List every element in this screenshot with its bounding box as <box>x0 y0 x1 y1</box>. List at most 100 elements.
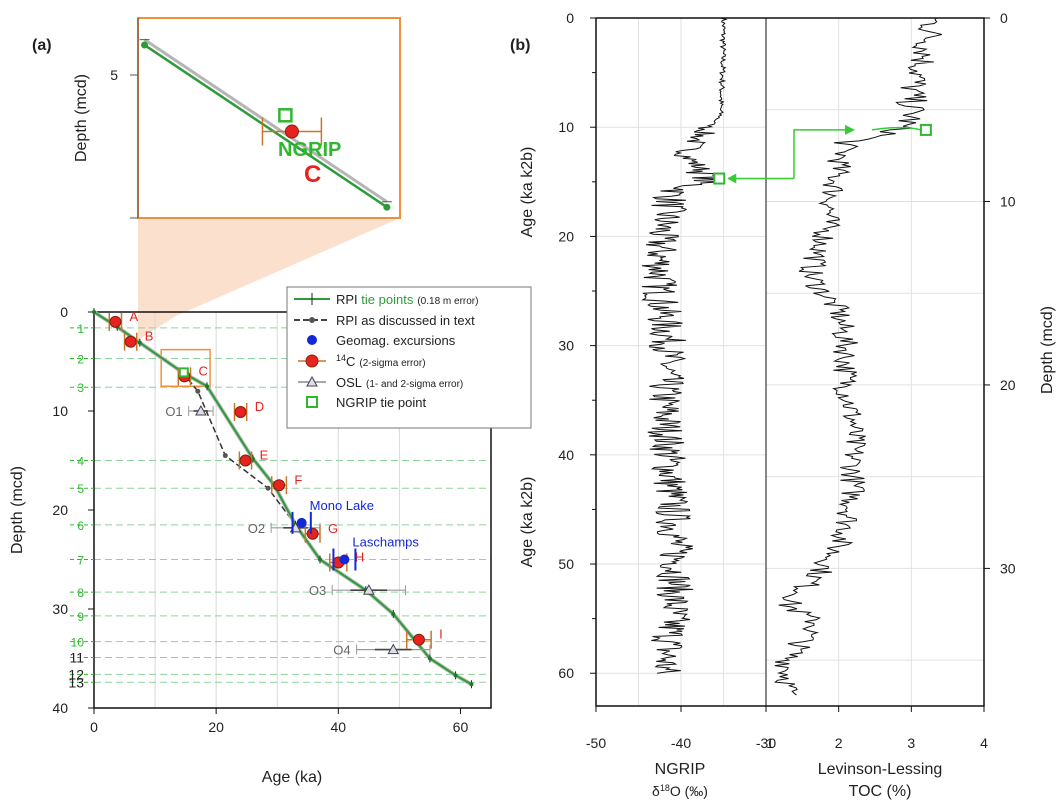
panel-b-frame <box>595 17 985 707</box>
x-tick-label: 40 <box>331 719 347 735</box>
toc-x-tick-label: 2 <box>835 735 843 751</box>
tie-level-label: 10 <box>71 636 85 650</box>
toc-y-label: Depth (mcd) <box>1039 306 1056 394</box>
y-tick-label: 0 <box>60 304 68 320</box>
inset-c-label: C <box>304 161 321 188</box>
y-tick-label: 10 <box>52 403 68 419</box>
legend-c14-main: C <box>346 354 355 369</box>
tie-level-label: 13 <box>68 674 84 690</box>
ngrip-y-tick-label: 20 <box>558 228 574 244</box>
osl-point <box>362 584 375 595</box>
c14-point <box>124 335 137 348</box>
ngrip-x-tick-label: -40 <box>671 735 691 751</box>
rpi-tie-point <box>204 384 209 389</box>
zoom-connector <box>138 218 400 340</box>
y-tick-label: 30 <box>52 601 68 617</box>
legend-dashed-dot <box>309 317 315 323</box>
osl-label: O3 <box>309 583 326 598</box>
geomag-point <box>339 554 350 565</box>
c14-label: B <box>145 329 154 344</box>
ngrip-y-label-lower: Age (ka k2b) <box>519 477 536 568</box>
inset-y-tick-label: 5 <box>110 67 118 83</box>
x-tick-label: 0 <box>90 719 98 735</box>
age-depth-marks: O1 O2 O3 O4 AB C D E F G H I Mono Lake Laschamps <box>92 308 474 689</box>
legend: RPI tie points (0.18 m error) RPI as disc… <box>286 286 532 429</box>
ngrip-d18o-line <box>641 17 728 674</box>
rpi-discussed-point <box>265 485 271 491</box>
ngrip-y-tick-label: 40 <box>558 447 574 463</box>
tie-arrow-tail <box>871 126 921 131</box>
tie-arrow-left <box>727 173 737 184</box>
age-depth-x-label: Age (ka) <box>262 769 322 786</box>
c14-label: E <box>260 448 269 463</box>
c14-label: C <box>199 363 208 378</box>
c14-point <box>239 454 252 467</box>
inset-y-axis-label: Depth (mcd) <box>73 74 90 162</box>
rpi-tie-point <box>92 310 96 314</box>
osl-point <box>387 643 400 655</box>
inset-ngrip-label: NGRIP <box>278 139 341 161</box>
c14-point <box>306 527 319 540</box>
ngrip-tie-point <box>178 367 189 378</box>
toc-y-tick-label: 0 <box>1000 10 1008 26</box>
legend-rpi-prefix: RPI <box>336 292 361 307</box>
c14-point <box>412 633 425 646</box>
legend-geomag-marker <box>307 335 317 345</box>
rpi-tie-point <box>453 673 458 678</box>
c14-label: F <box>294 472 302 487</box>
legend-rpi-discussed: RPI as discussed in text <box>336 313 475 328</box>
rpi-tie-point <box>427 656 432 661</box>
rpi-tie-point <box>391 611 396 616</box>
toc-tie-point <box>919 123 932 136</box>
tie-level-label: 1 <box>77 322 84 336</box>
inset-green-point <box>141 41 149 49</box>
legend-geomag: Geomag. excursions <box>336 333 456 348</box>
toc-x-label-2: TOC (%) <box>849 783 912 800</box>
ngrip-x-label-2-sup: 18 <box>660 783 670 793</box>
tie-level-label: 7 <box>77 554 84 568</box>
toc-x-tick-label: 3 <box>907 735 915 751</box>
tie-level-label: 9 <box>77 610 84 624</box>
legend-rpi-err: (0.18 m error) <box>417 296 478 307</box>
y-tick-label: 20 <box>52 502 68 518</box>
x-tick-label: 60 <box>453 719 469 735</box>
tie-level-label: 11 <box>69 650 84 666</box>
legend-c14: 14C (2-sigma error) <box>336 353 426 369</box>
ngrip-x-label-2-pre: δ <box>652 783 660 799</box>
legend-osl: OSL (1- and 2-sigma error) <box>336 375 463 390</box>
osl-point <box>195 404 207 416</box>
tie-level-label: 12 <box>68 666 84 682</box>
rpi-discussed-line <box>181 371 297 526</box>
ngrip-y-tick-label: 60 <box>558 665 574 681</box>
y-tick-label: 40 <box>52 700 68 716</box>
tie-level-label: 6 <box>77 519 84 533</box>
ngrip-y-tick-label: 50 <box>558 556 574 572</box>
rpi-tie-line <box>93 311 472 686</box>
c14-label: I <box>439 627 443 642</box>
panel-b-grid <box>596 17 984 706</box>
inset-marks <box>139 38 392 211</box>
osl-label: O1 <box>165 404 182 419</box>
legend-rpi-tie: RPI tie points (0.18 m error) <box>336 292 478 307</box>
c14-point <box>109 315 122 328</box>
panel-a-label: (a) <box>32 37 52 54</box>
legend-ngrip-marker <box>306 396 318 408</box>
inset-grey-line <box>143 38 388 204</box>
legend-osl-main: OSL <box>336 375 362 390</box>
geomag-label: Mono Lake <box>310 498 374 513</box>
ngrip-y-tick-label: 10 <box>558 119 574 135</box>
legend-osl-err-text: (1- and 2-sigma error) <box>366 379 463 390</box>
c14-label: A <box>129 309 138 324</box>
ngrip-y-tick-label: 30 <box>558 338 574 354</box>
inset-frame <box>137 17 401 219</box>
inset-ngrip-tie <box>278 108 293 123</box>
tie-level-label: 4 <box>77 455 84 469</box>
legend-c14-marker <box>305 354 319 368</box>
ngrip-y-tick-label: 0 <box>566 10 574 26</box>
inset-green-line <box>143 43 388 209</box>
zoom-box <box>160 348 211 387</box>
